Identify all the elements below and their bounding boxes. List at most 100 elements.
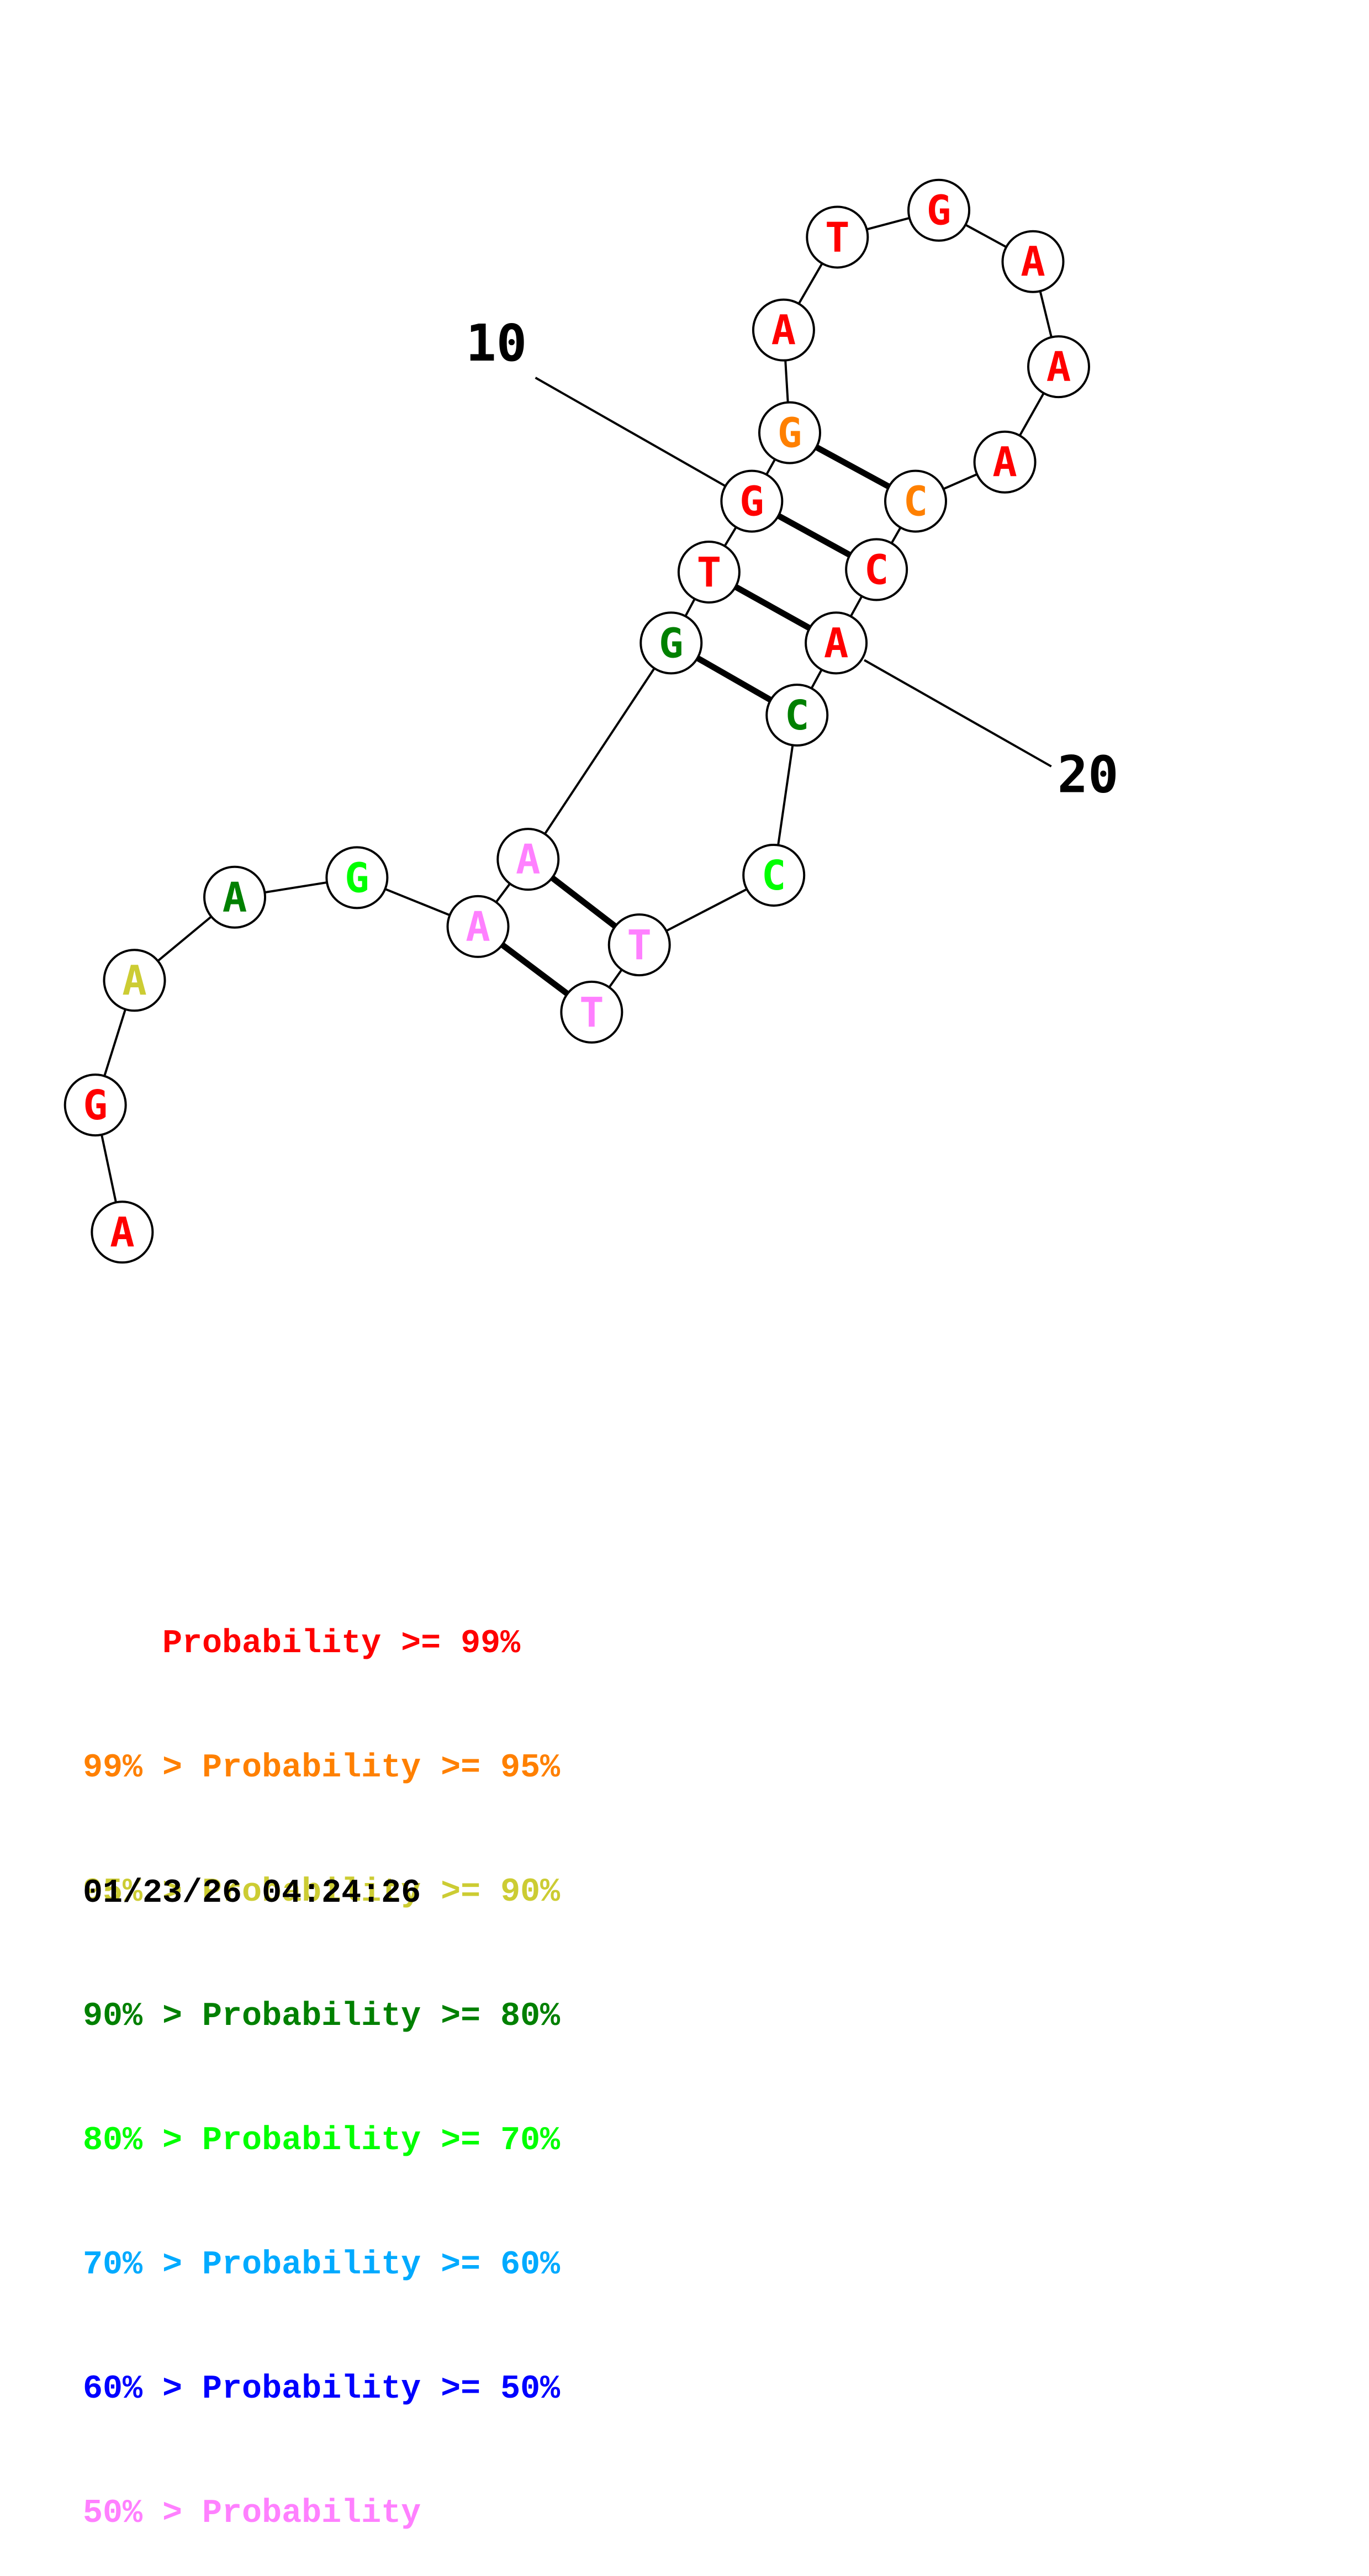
nucleotide-base: G <box>345 854 369 902</box>
nucleotide-base: G <box>739 478 764 526</box>
nucleotide-13: T <box>806 205 869 269</box>
nucleotide-base: T <box>579 989 604 1036</box>
nucleotide-base: T <box>697 549 722 596</box>
nucleotide-circle <box>560 980 623 1044</box>
nucleotide-1: A <box>91 1200 154 1264</box>
nucleotide-6: A <box>446 895 510 958</box>
legend-row-70: 80% > Probability >= 70% <box>83 2120 560 2162</box>
timestamp: 01/23/26 04:24:26 <box>83 1875 421 1912</box>
nucleotide-base: A <box>110 1209 135 1256</box>
nucleotide-4: A <box>203 865 267 929</box>
nucleotide-base: G <box>83 1082 108 1129</box>
nucleotide-base: C <box>864 547 889 594</box>
nucleotide-base: A <box>466 903 490 951</box>
position-label-lines <box>535 377 1052 768</box>
legend-text: Probability >= 95% <box>202 1749 561 1787</box>
nucleotide-circle <box>805 611 868 675</box>
nucleotide-3: A <box>103 949 166 1012</box>
nucleotide-21: C <box>765 683 829 747</box>
nucleotide-circle <box>677 540 741 604</box>
legend-prefix: 60% > <box>83 2371 203 2408</box>
legend-text: Probability >= 80% <box>202 1998 561 2035</box>
probability-legend: Probability >= 99% 99% > Probability >= … <box>83 1541 560 2576</box>
nucleotide-12: A <box>752 298 815 362</box>
nucleotide-20: A <box>805 611 868 675</box>
nucleotide-15: A <box>1001 230 1065 293</box>
nucleotide-circle <box>765 683 829 747</box>
nucleotide-base: A <box>824 620 849 667</box>
nucleotide-circle <box>1001 230 1065 293</box>
legend-text: Probability >= 60% <box>202 2246 561 2284</box>
position-label-line <box>864 659 1052 768</box>
legend-row-99: Probability >= 99% <box>83 1623 560 1665</box>
nucleotide-circle <box>639 611 703 675</box>
legend-text: Probability >= 50% <box>202 2371 561 2408</box>
nucleotide-24: T <box>560 980 623 1044</box>
nucleotide-circle <box>103 949 166 1012</box>
legend-text: Probability >= 70% <box>202 2122 561 2160</box>
legend-row-60: 70% > Probability >= 60% <box>83 2245 560 2286</box>
nucleotide-circle <box>752 298 815 362</box>
nucleotide-base: A <box>1046 343 1071 391</box>
nucleotide-circle <box>496 828 560 891</box>
nucleotide-base: A <box>223 874 247 922</box>
nucleotide-circle <box>607 913 671 977</box>
nucleotide-2: G <box>64 1073 127 1137</box>
nucleotide-18: C <box>884 469 947 533</box>
nucleotide-circle <box>907 178 971 242</box>
legend-row-50: 60% > Probability >= 50% <box>83 2369 560 2410</box>
legend-text: Probability <box>202 2495 421 2532</box>
legend-row-95: 99% > Probability >= 95% <box>83 1748 560 1789</box>
nucleotide-22: C <box>742 843 806 907</box>
nucleotide-base: C <box>785 692 810 739</box>
nucleotide-circle <box>884 469 947 533</box>
nucleotide-circle <box>758 401 821 464</box>
legend-row-low: 50% > Probability <box>83 2493 560 2535</box>
legend-prefix <box>83 1625 162 1663</box>
nucleotide-circle <box>806 205 869 269</box>
backbone-segment <box>527 642 672 860</box>
nucleotide-circle <box>1027 335 1090 399</box>
nucleotide-23: T <box>607 913 671 977</box>
nucleotide-base: A <box>1021 239 1045 286</box>
position-label-10: 10 <box>466 314 527 373</box>
nucleotide-circle <box>973 430 1037 494</box>
legend-prefix: 90% > <box>83 1998 203 2035</box>
nucleotide-14: G <box>907 178 971 242</box>
nucleotide-9: T <box>677 540 741 604</box>
nucleotide-16: A <box>1027 335 1090 399</box>
nucleotide-base: C <box>762 852 786 900</box>
legend-prefix: 95% > <box>83 1874 203 1911</box>
nucleotide-circle <box>64 1073 127 1137</box>
legend-row-90: 95% > Probability >= 90% <box>83 1872 560 1913</box>
nucleotide-10: G <box>720 469 784 533</box>
position-labels: 10 20 <box>466 314 1118 804</box>
nucleotide-circle <box>845 538 908 601</box>
legend-row-80: 90% > Probability >= 80% <box>83 1996 560 2038</box>
nucleotide-circle <box>742 843 806 907</box>
nucleotide-11: G <box>758 401 821 464</box>
nucleotide-17: A <box>973 430 1037 494</box>
nucleotide-19: C <box>845 538 908 601</box>
legend-prefix: 50% > <box>83 2495 203 2532</box>
nucleotide-5: G <box>325 846 389 909</box>
legend-prefix: 99% > <box>83 1749 203 1787</box>
nucleotide-circle <box>203 865 267 929</box>
nucleotide-8: G <box>639 611 703 675</box>
nucleotide-base: T <box>627 922 652 969</box>
nucleotide-base: A <box>122 957 147 1004</box>
legend-prefix: 70% > <box>83 2246 203 2284</box>
legend-text: Probability >= 99% <box>162 1625 521 1663</box>
nucleotide-base: G <box>659 620 684 667</box>
nucleotide-base: C <box>903 478 928 526</box>
legend-prefix: 80% > <box>83 2122 203 2160</box>
nucleotide-7: A <box>496 828 560 891</box>
nucleotide-base: G <box>778 410 802 457</box>
position-label-line <box>535 377 727 488</box>
position-label-20: 20 <box>1058 745 1119 804</box>
nucleotide-base: A <box>516 836 541 884</box>
nucleotide-circle <box>325 846 389 909</box>
nucleotide-circle <box>91 1200 154 1264</box>
